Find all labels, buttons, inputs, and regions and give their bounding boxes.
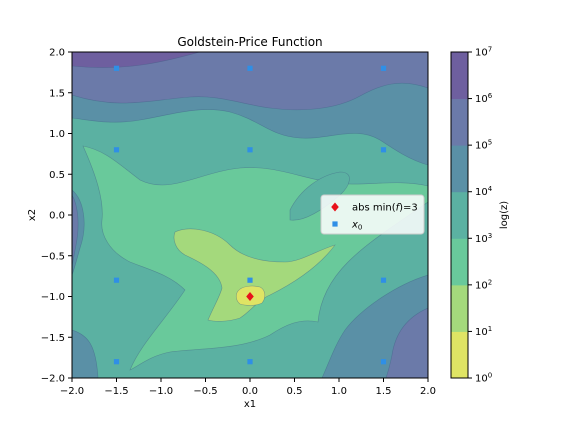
x-tick-label: 0.0 [242, 386, 258, 397]
colorbar-tick-label: 100 [475, 372, 492, 385]
colorbar-band [451, 98, 468, 146]
y-tick-label: −2.0 [41, 374, 65, 385]
colorbar-band [451, 191, 468, 239]
x-tick-label: 1.5 [376, 386, 392, 397]
start-point-marker [113, 359, 120, 365]
colorbar-band [451, 145, 468, 193]
legend-label: x0 [351, 220, 362, 232]
start-point-marker [113, 277, 120, 283]
start-point-marker [380, 277, 387, 283]
contour-band-1e5-left [72, 194, 79, 267]
contour-band-1e6 [72, 52, 201, 68]
minimum-marker [246, 292, 254, 301]
legend: abs min(f)=3 x0 [320, 194, 425, 235]
x-tick-label: 1.0 [331, 386, 347, 397]
start-point-marker [247, 147, 253, 153]
colorbar-ticks: 100 101 102 103 104 105 106 107 [468, 46, 493, 385]
y-tick-label: 0.0 [49, 211, 65, 222]
x-tick-label: −2.0 [60, 386, 84, 397]
colorbar-tick-label: 102 [475, 278, 492, 291]
colorbar-band [451, 331, 468, 379]
x-axis-label: x1 [244, 399, 256, 410]
start-point-marker [380, 359, 387, 365]
start-point-marker [380, 65, 387, 71]
colorbar-band [451, 238, 468, 286]
y-axis-label: x2 [27, 209, 38, 221]
x-tick-label: −0.5 [193, 386, 217, 397]
chart-title: Goldstein-Price Function [177, 35, 322, 49]
y-tick-label: −0.5 [41, 251, 65, 262]
x-tick-label: −1.0 [149, 386, 173, 397]
legend-items: abs min(f)=3 x0 [331, 202, 418, 232]
colorbar-band [451, 52, 468, 100]
colorbar-tick-label: 105 [475, 139, 492, 152]
x-tick-label: 0.5 [287, 386, 303, 397]
y-tick-label: 1.5 [49, 88, 65, 99]
contour-band-1e5 [72, 52, 428, 111]
y-tick-label: 1.0 [49, 129, 65, 140]
colorbar-band [451, 284, 468, 332]
contour-band-1e3-island [289, 171, 350, 221]
start-point-marker [113, 147, 120, 153]
x-tick-label: −1.5 [104, 386, 128, 397]
y-tick-label: 2.0 [49, 48, 65, 59]
legend-marker-minimum [331, 202, 339, 212]
contour-band-1e5-corner [385, 307, 428, 378]
y-tick-label: −1.0 [41, 292, 65, 303]
colorbar-tick-label: 103 [475, 232, 492, 245]
legend-label: abs min(f)=3 [352, 203, 418, 214]
legend-marker-x0 [332, 221, 338, 227]
markers [113, 65, 387, 365]
y-axis-ticks: −2.0 −1.5 −1.0 −0.5 0.0 0.5 1.0 1.5 2.0 [41, 48, 72, 385]
y-tick-label: −1.5 [41, 333, 65, 344]
colorbar-bands [451, 52, 468, 379]
colorbar-tick-label: 107 [475, 46, 492, 59]
start-point-marker [247, 277, 253, 283]
colorbar-tick-label: 101 [475, 325, 492, 338]
colorbar: 100 101 102 103 104 105 106 107 log(z) [450, 46, 510, 385]
colorbar-label: log(z) [499, 201, 510, 229]
colorbar-tick-label: 106 [475, 92, 493, 105]
colorbar-frame [450, 51, 469, 379]
colorbar-tick-label: 104 [475, 185, 493, 198]
start-point-marker [247, 359, 253, 365]
legend-box [320, 194, 425, 235]
start-point-marker [113, 65, 120, 71]
contour-band-1e4-bottom-left [72, 329, 99, 378]
start-point-marker [247, 65, 253, 71]
x-tick-label: 2.0 [420, 386, 436, 397]
start-point-marker [380, 147, 387, 153]
x-axis-ticks: −2.0 −1.5 −1.0 −0.5 0.0 0.5 1.0 1.5 2.0 [60, 378, 436, 397]
y-tick-label: 0.5 [49, 170, 65, 181]
